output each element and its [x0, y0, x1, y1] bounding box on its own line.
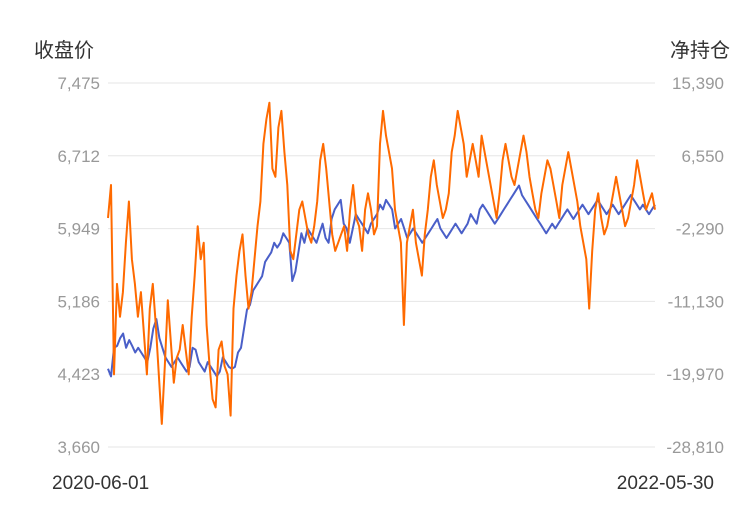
close-price-line	[107, 184, 656, 378]
axis-ticks: 7,475 15,390 6,712 6,550 5,949 -2,290 5,186 -11…	[57, 74, 724, 457]
left-tick-label: 5,949	[57, 220, 100, 239]
net-position-line	[107, 101, 656, 425]
left-tick-label: 5,186	[57, 292, 100, 311]
gridlines	[108, 82, 655, 448]
right-tick-label: -2,290	[676, 220, 724, 239]
right-tick-label: 6,550	[681, 147, 724, 166]
x-tick-start: 2020-06-01	[52, 473, 149, 494]
right-axis-title: 净持仓	[670, 40, 730, 62]
left-axis-title: 收盘价	[34, 40, 94, 62]
left-tick-label: 7,475	[57, 74, 100, 93]
left-tick-label: 3,660	[57, 438, 100, 457]
left-tick-label: 4,423	[57, 365, 100, 384]
right-tick-label: -19,970	[666, 365, 724, 384]
right-tick-label: -28,810	[666, 438, 724, 457]
series-lines	[107, 101, 656, 425]
left-tick-label: 6,712	[57, 147, 100, 166]
x-tick-end: 2022-05-30	[617, 473, 714, 494]
right-tick-label: -11,130	[668, 292, 724, 311]
right-tick-label: 15,390	[672, 74, 724, 93]
